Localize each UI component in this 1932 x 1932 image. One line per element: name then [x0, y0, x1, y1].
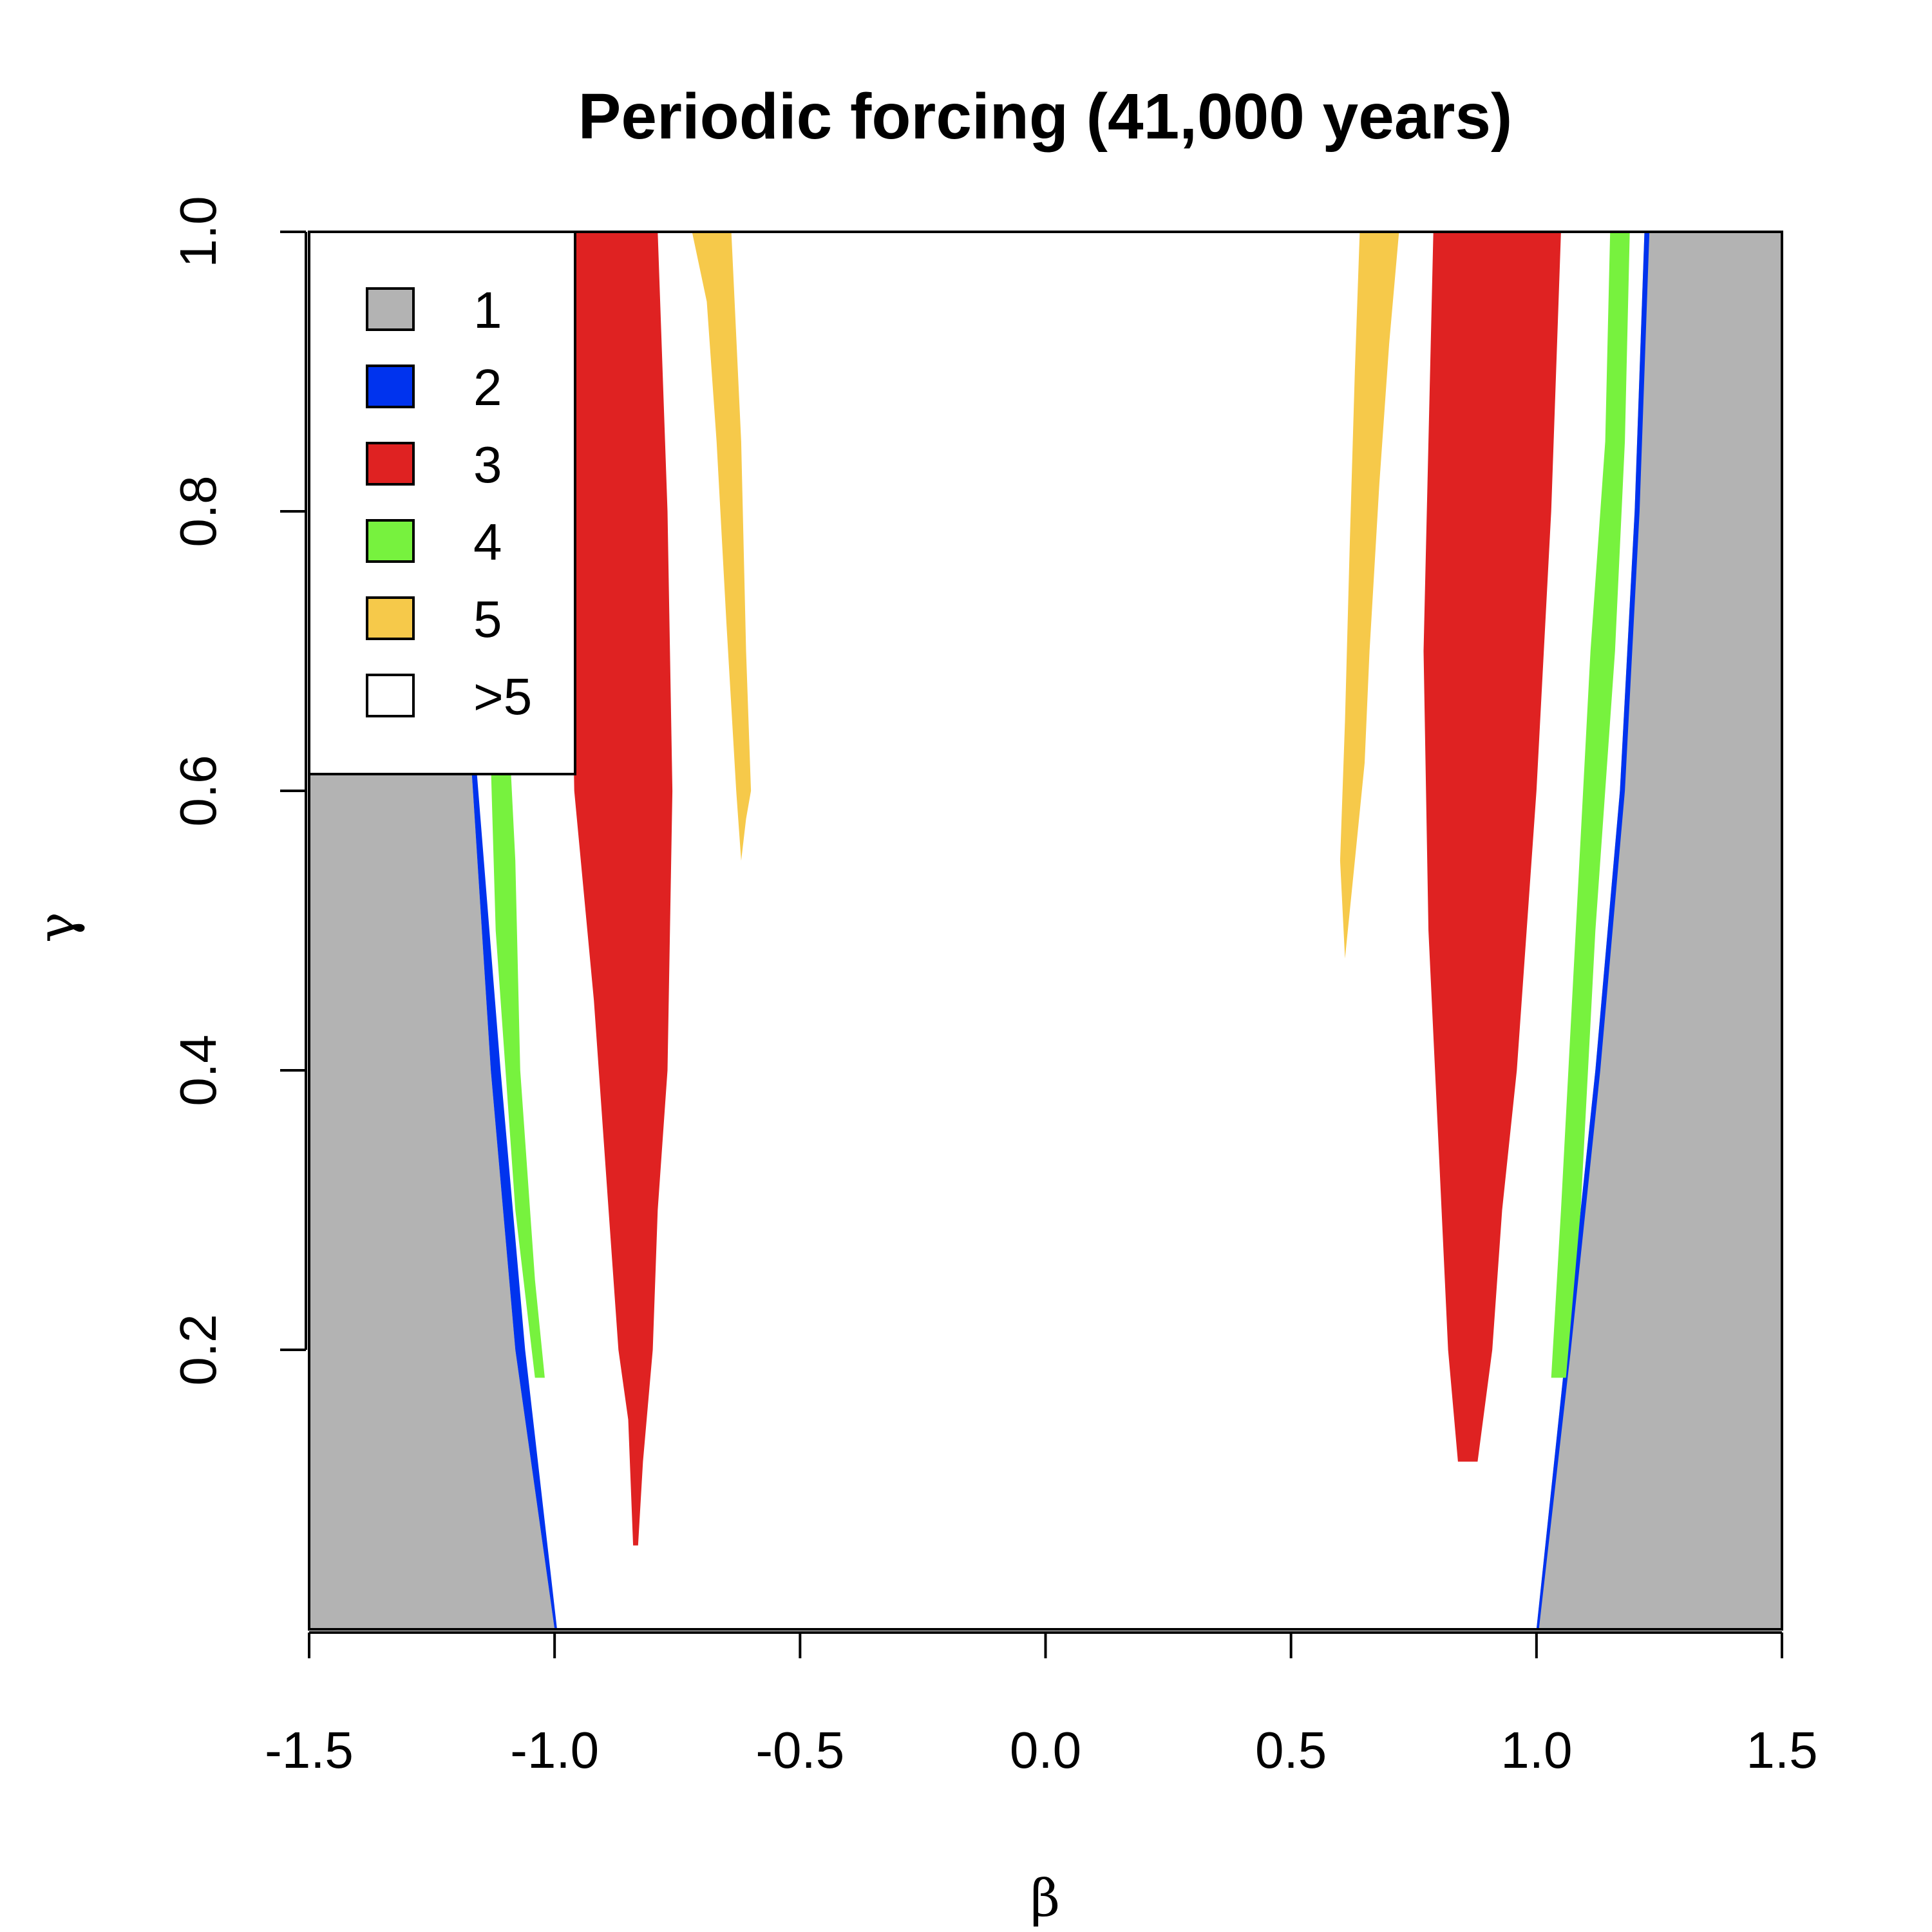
- legend-swatch: [366, 365, 415, 408]
- region-category-5-8: [692, 232, 752, 861]
- y-tick-label: 0.8: [169, 475, 227, 547]
- x-tick-label: -0.5: [755, 1721, 844, 1779]
- legend-swatch: [366, 442, 415, 486]
- x-axis: -1.5 -1.0 -0.5 0.0 0.5 1.0 1.5: [265, 1631, 1818, 1779]
- x-tick-label: -1.5: [265, 1721, 354, 1779]
- legend-label: >5: [473, 668, 532, 725]
- legend-swatch: [366, 519, 415, 563]
- region-category-1-1: [1536, 232, 1782, 1629]
- legend-swatch: [366, 596, 415, 640]
- plot-frame: [308, 231, 1783, 1631]
- y-axis: 0.2 0.4 0.6 0.8 1.0: [169, 196, 307, 1386]
- y-tick-label: 0.6: [169, 755, 227, 826]
- chart-title: Periodic forcing (41,000 years): [578, 80, 1513, 153]
- y-tick-label: 0.4: [169, 1034, 227, 1106]
- legend-label: 2: [473, 359, 502, 416]
- legend-swatch: [366, 674, 415, 717]
- x-tick-label: 0.5: [1255, 1721, 1327, 1779]
- x-tick-label: 0.0: [1010, 1721, 1081, 1779]
- legend-label: 5: [473, 591, 502, 648]
- x-axis-label: β: [1030, 1868, 1060, 1928]
- legend-label: 3: [473, 436, 502, 493]
- region-category-4-6: [491, 762, 545, 1378]
- region-category-3-4: [569, 232, 673, 1546]
- legend-box: [308, 231, 576, 775]
- legend-label: 1: [473, 281, 502, 339]
- legend-label: 4: [473, 513, 502, 571]
- region-category-3-5: [1423, 232, 1561, 1462]
- region-category-5-9: [1340, 232, 1399, 959]
- region-category-4-7: [1551, 232, 1630, 1378]
- x-tick-label: 1.0: [1501, 1721, 1572, 1779]
- legend: 1 2 3 4 5 >5: [308, 231, 576, 775]
- y-tick-label: 1.0: [169, 196, 227, 267]
- y-tick-label: 0.2: [169, 1314, 227, 1385]
- x-tick-label: 1.5: [1746, 1721, 1817, 1779]
- region-category-2-2: [471, 762, 557, 1629]
- y-axis-label: γ: [26, 912, 86, 943]
- x-tick-label: -1.0: [510, 1721, 599, 1779]
- legend-swatch: [366, 287, 415, 331]
